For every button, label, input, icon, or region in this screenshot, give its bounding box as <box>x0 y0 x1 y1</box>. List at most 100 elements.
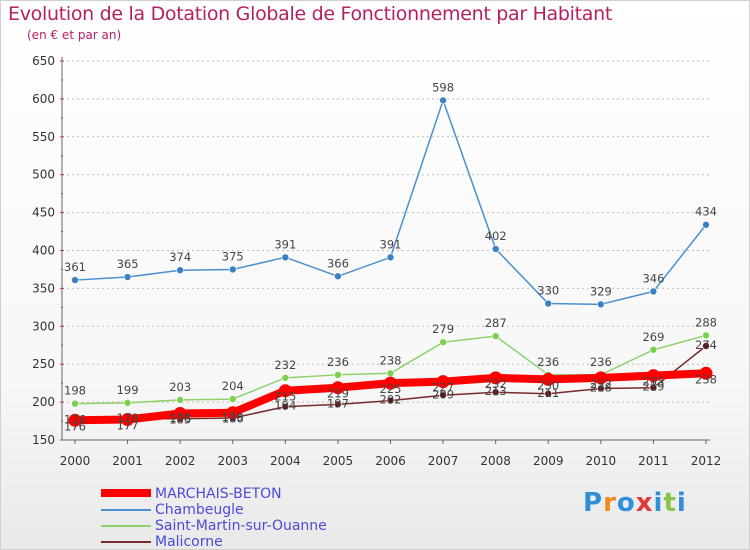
logo-letter: x <box>635 488 654 518</box>
data-point <box>281 253 290 262</box>
x-tick-label: 2003 <box>217 454 248 468</box>
data-label: 346 <box>642 271 664 285</box>
series-line <box>74 99 707 306</box>
data-label: 204 <box>222 379 244 393</box>
data-point <box>176 396 184 404</box>
data-label: 288 <box>695 315 717 329</box>
data-point <box>436 375 450 389</box>
x-tick-label: 2000 <box>60 454 91 468</box>
legend-item: MARCHAIS-BETON <box>101 486 401 502</box>
data-label: 391 <box>380 237 402 251</box>
data-label: 279 <box>432 322 454 336</box>
legend-swatch <box>101 509 151 511</box>
logo-letter: i <box>653 488 664 518</box>
data-point <box>594 371 608 385</box>
data-label: 274 <box>695 338 717 352</box>
x-tick-label: 2011 <box>638 454 669 468</box>
data-label: 329 <box>590 284 612 298</box>
data-point <box>649 383 658 392</box>
grid <box>62 60 710 403</box>
y-tick-label: 600 <box>32 92 55 106</box>
data-label: 238 <box>380 353 402 367</box>
proxiti-logo: Proxiti <box>583 488 687 518</box>
data-point <box>439 338 447 347</box>
data-point <box>702 342 710 350</box>
data-label: 179 <box>222 410 244 424</box>
y-tick-label: 200 <box>32 395 55 409</box>
y-tick-label: 250 <box>32 357 55 371</box>
data-point <box>176 266 184 275</box>
data-label: 185 <box>169 412 191 426</box>
y-tick-label: 650 <box>32 54 55 68</box>
x-tick-label: 2010 <box>586 454 617 468</box>
data-label: 215 <box>274 390 296 404</box>
data-point <box>597 300 605 309</box>
data-point <box>597 384 605 393</box>
data-label: 227 <box>432 381 454 395</box>
data-label: 361 <box>64 260 86 274</box>
data-label: 236 <box>590 355 612 369</box>
series-marchais-beton <box>68 366 713 427</box>
legend-label: Saint-Martin-sur-Ouanne <box>155 518 327 534</box>
legend-swatch <box>101 525 151 527</box>
data-point <box>646 369 660 383</box>
data-point <box>334 371 342 379</box>
y-tick-label: 550 <box>32 130 55 144</box>
logo-letter: o <box>616 488 636 518</box>
data-point <box>71 276 79 284</box>
legend-swatch <box>101 541 151 543</box>
data-label: 197 <box>327 396 349 410</box>
data-point <box>334 272 342 281</box>
data-label: 209 <box>432 387 454 401</box>
data-label: 202 <box>380 393 402 407</box>
x-tick-label: 2008 <box>480 454 511 468</box>
y-tick-label: 150 <box>32 433 55 447</box>
y-tick-label: 400 <box>32 244 55 258</box>
data-label: 178 <box>117 411 139 425</box>
data-point <box>123 273 132 281</box>
data-point <box>121 413 135 427</box>
data-label: 199 <box>117 383 139 397</box>
logo-letter: t <box>663 488 677 518</box>
data-label: 176 <box>64 419 86 433</box>
legend-item: Malicorne <box>101 534 401 550</box>
data-label: 211 <box>537 386 559 400</box>
data-point <box>68 413 82 427</box>
data-label: 218 <box>590 380 612 394</box>
data-point <box>702 331 710 340</box>
data-label: 287 <box>485 316 507 330</box>
x-tick-label: 2012 <box>691 454 722 468</box>
data-point <box>541 372 555 386</box>
data-label: 232 <box>274 358 296 372</box>
y-tick-label: 350 <box>32 281 55 295</box>
data-point <box>544 389 553 398</box>
data-point <box>173 406 187 420</box>
x-tick-label: 2004 <box>270 454 301 468</box>
data-label: 198 <box>64 384 86 398</box>
legend-item: Saint-Martin-sur-Ouanne <box>101 518 401 534</box>
data-point <box>386 396 395 405</box>
data-point <box>334 400 342 409</box>
data-point <box>489 371 503 385</box>
data-point <box>439 391 447 400</box>
chart-subtitle: (en € et par an) <box>27 28 122 42</box>
legend: MARCHAIS-BETON Chambeugle Saint-Martin-sur… <box>101 486 401 550</box>
data-label: 235 <box>642 375 664 389</box>
data-label: 330 <box>537 284 559 298</box>
x-tick-label: 2002 <box>165 454 196 468</box>
data-point <box>439 96 447 105</box>
data-label: 365 <box>117 257 139 271</box>
data-point <box>544 299 553 308</box>
data-point <box>123 399 132 407</box>
data-label: 225 <box>380 382 402 396</box>
data-point <box>491 388 500 397</box>
data-label: 176 <box>64 412 86 426</box>
data-label: 186 <box>222 412 244 426</box>
data-point <box>491 332 500 340</box>
data-point <box>281 402 290 411</box>
data-point <box>491 245 500 253</box>
data-label: 366 <box>327 256 349 270</box>
data-point <box>386 369 395 378</box>
legend-label: Chambeugle <box>155 502 244 518</box>
